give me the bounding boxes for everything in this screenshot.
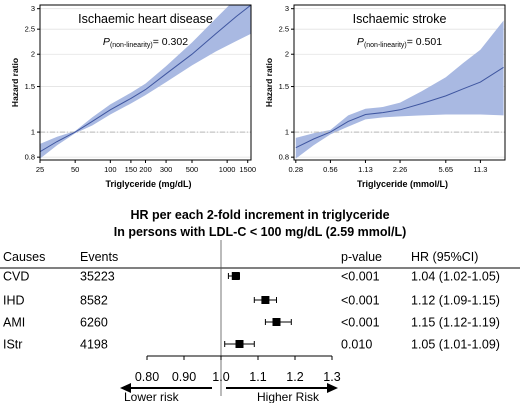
forest-row-cvd-cause: CVD (3, 270, 29, 284)
forest-row-cvd-point (231, 272, 240, 280)
forest-header-events: Events (80, 250, 118, 264)
forest-row-istr-events: 4198 (80, 338, 108, 352)
istroke-hr-line (295, 66, 504, 149)
ihd-xlabel: Triglyceride (mg/dL) (105, 179, 191, 189)
ihd-ytick-label-5: 3 (31, 4, 35, 13)
ihd-p-letter: P (103, 36, 110, 48)
istroke-plot-area (294, 20, 505, 159)
istroke-ylabel: Hazard ratio (264, 58, 274, 107)
ihd-xtick-label-3: 150 (125, 165, 138, 174)
higher-risk-arrow-head (327, 383, 338, 393)
forest-xtick-label-1: 0.90 (172, 370, 196, 384)
istroke-ytick-label-0: 0.8 (279, 153, 289, 162)
forest-row-istr-hr-text: 1.05 (1.01-1.09) (411, 338, 500, 352)
istroke-xlabel: Triglyceride (mmol/L) (357, 179, 448, 189)
ihd-xtick-label-5: 300 (160, 165, 173, 174)
forest-title-line2: In persons with LDL-C < 100 mg/dL (2.59 … (113, 225, 407, 239)
istroke-ytick-label-1: 1 (285, 128, 289, 137)
forest-row-ami-point (272, 318, 281, 326)
forest-row-istr-point (235, 340, 244, 348)
ihd-plot-area (40, 5, 251, 159)
forest-xtick-label-3: 1.1 (249, 370, 266, 384)
ihd-xtick-label-7: 1000 (219, 165, 236, 174)
forest-row-ihd-point (261, 296, 270, 304)
forest-row-cvd-events: 35223 (80, 270, 115, 284)
istroke-xtick-label-1: 0.56 (323, 165, 338, 174)
ihd-ytick-label-4: 2.5 (25, 25, 35, 34)
ihd-p-subscript: (non-linearity) (110, 42, 153, 49)
istroke-xtick-label-2: 1.13 (358, 165, 373, 174)
istroke-frame (293, 4, 506, 161)
forest-xtick-label-4: 1.2 (286, 370, 303, 384)
forest-row-cvd-pvalue: <0.001 (341, 270, 380, 284)
forest-row-istr-cause: IStr (3, 338, 22, 352)
istroke-xtick-label-5: 11.3 (473, 165, 487, 174)
istroke-p-letter: P (357, 36, 364, 48)
forest-row-ami-pvalue: <0.001 (341, 316, 380, 330)
ihd-xtick-label-2: 100 (104, 165, 117, 174)
forest-row-istr-pvalue: 0.010 (341, 338, 372, 352)
forest-row-ihd-pvalue: <0.001 (341, 294, 380, 308)
forest-row-cvd-hr-text: 1.04 (1.02-1.05) (411, 270, 500, 284)
ihd-ytick-label-1: 1 (31, 128, 35, 137)
ihd-title: Ischaemic heart disease (78, 12, 213, 26)
istroke-xtick-label-0: 0.28 (289, 165, 304, 174)
forest-row-ami-hr-text: 1.15 (1.12-1.19) (411, 316, 500, 330)
ihd-xtick-label-1: 50 (71, 165, 79, 174)
ihd-ylabel: Hazard ratio (10, 58, 20, 107)
forest-xtick-label-0: 0.80 (135, 370, 159, 384)
istroke-ytick-label-2: 1.5 (279, 82, 289, 91)
forest-header-pvalue: p-value (341, 250, 382, 264)
ihd-hr-line (40, 5, 251, 153)
istroke-title: Ischaemic stroke (353, 12, 447, 26)
ihd-ytick-label-0: 0.8 (25, 153, 35, 162)
forest-header-hr: HR (95%CI) (411, 250, 478, 264)
ihd-ci-band (40, 5, 251, 159)
forest-header-causes: Causes (3, 250, 45, 264)
lower-risk-arrow-head (120, 383, 131, 393)
higher-risk-label: Higher Risk (257, 390, 320, 403)
istroke-ci-band (295, 20, 504, 159)
istroke-xtick-label-3: 2.26 (393, 165, 408, 174)
ihd-ytick-label-3: 2 (31, 50, 35, 59)
istroke-p-annotation: P(non-linearity)= 0.501 (357, 36, 442, 49)
forest-row-ihd-cause: IHD (3, 294, 25, 308)
ihd-p-value: = 0.302 (153, 36, 188, 48)
istroke-p-subscript: (non-linearity) (364, 42, 407, 49)
istroke-xtick-label-4: 5.65 (438, 165, 453, 174)
forest-title-line1: HR per each 2-fold increment in triglyce… (130, 208, 390, 222)
ihd-p-annotation: P(non-linearity)= 0.302 (103, 36, 188, 49)
istroke-ytick-label-5: 3 (285, 4, 289, 13)
forest-row-ami-cause: AMI (3, 316, 25, 330)
forest-row-ihd-events: 8582 (80, 294, 108, 308)
ihd-ytick-label-2: 1.5 (25, 82, 35, 91)
istroke-ytick-label-3: 2 (285, 50, 289, 59)
istroke-p-value: = 0.501 (407, 36, 442, 48)
ihd-xtick-label-8: 1500 (239, 165, 256, 174)
forest-row-ihd-hr-text: 1.12 (1.09-1.15) (411, 294, 500, 308)
ihd-xtick-label-4: 200 (139, 165, 152, 174)
forest-xtick-label-5: 1.3 (323, 370, 340, 384)
forest-row-ami-events: 6260 (80, 316, 108, 330)
forest-xtick-label-2: 1.0 (212, 370, 229, 384)
ihd-xtick-label-6: 500 (186, 165, 199, 174)
ihd-xtick-label-0: 25 (36, 165, 44, 174)
lower-risk-label: Lower risk (124, 390, 180, 403)
istroke-ytick-label-4: 2.5 (279, 25, 289, 34)
